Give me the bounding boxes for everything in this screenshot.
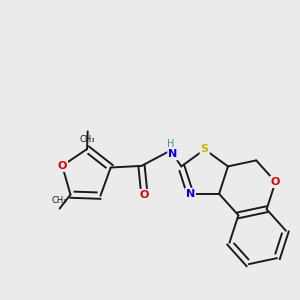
Text: H: H	[167, 140, 175, 149]
Text: N: N	[168, 149, 178, 159]
Text: N: N	[186, 189, 195, 199]
Text: S: S	[201, 144, 209, 154]
Text: O: O	[140, 190, 149, 200]
Text: CH₃: CH₃	[80, 135, 95, 144]
Text: O: O	[271, 177, 280, 187]
Text: O: O	[58, 161, 67, 171]
Text: CH₃: CH₃	[52, 196, 68, 205]
